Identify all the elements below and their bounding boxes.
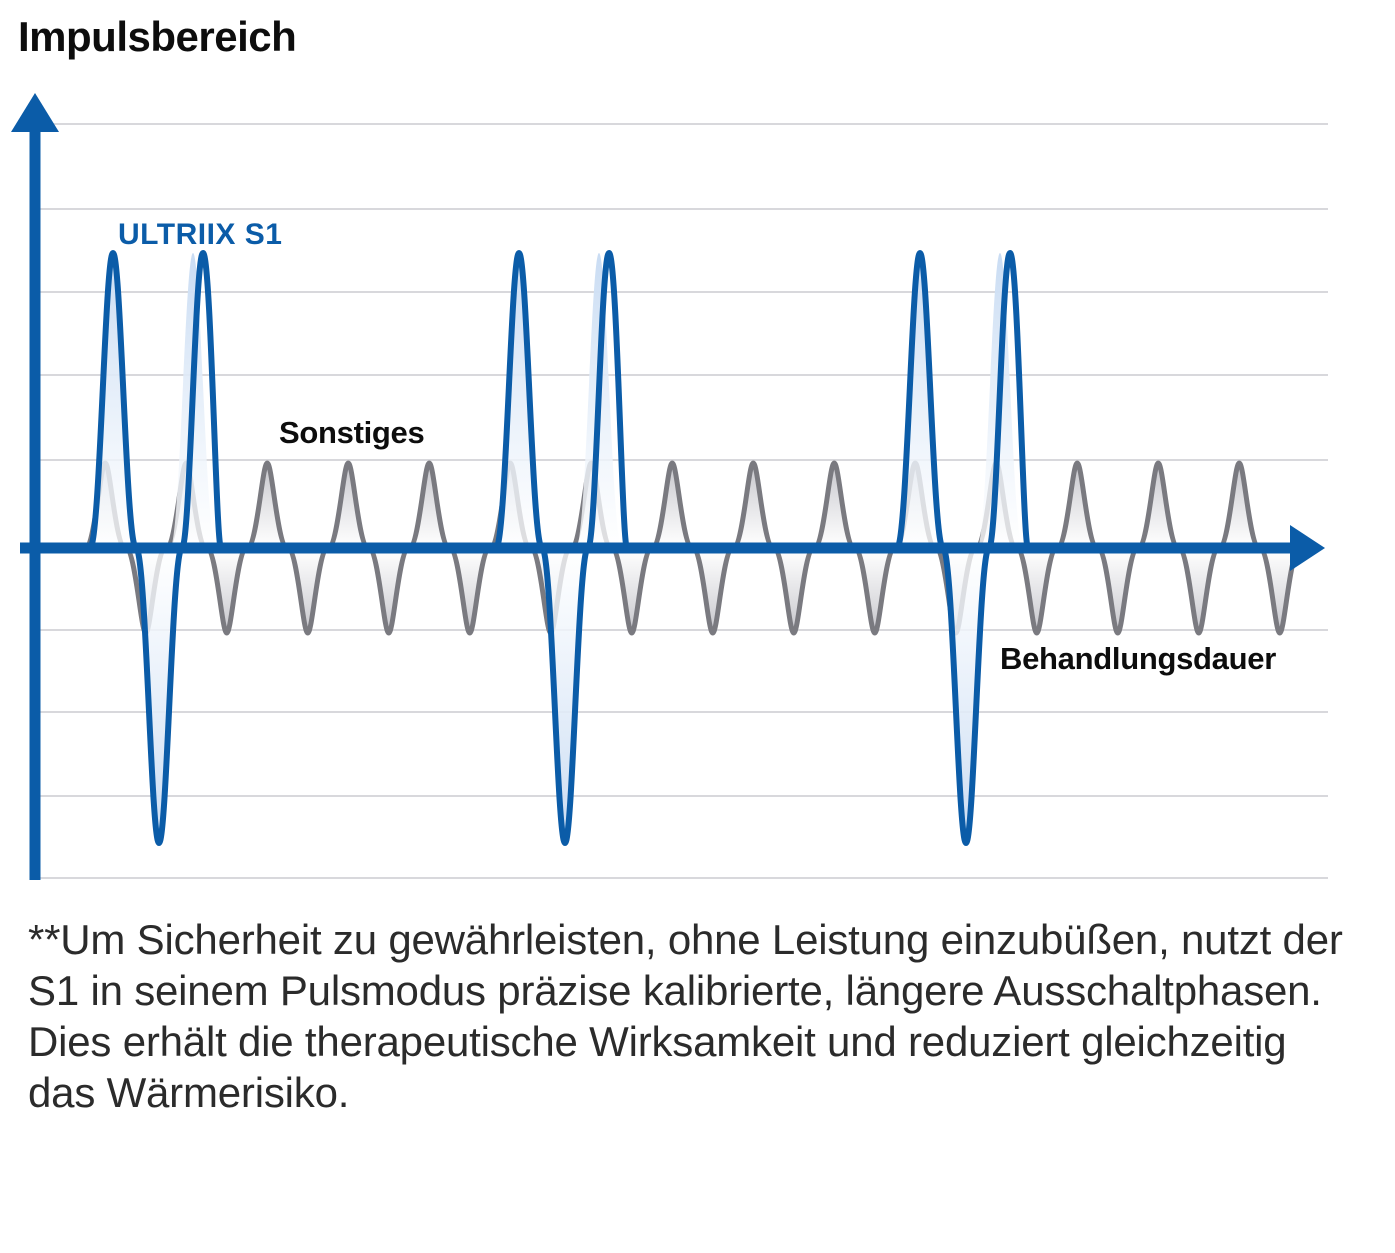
series-label-sonstiges: Sonstiges (279, 415, 425, 450)
page-title: Impulsbereich (18, 13, 297, 60)
x-axis-arrowhead (1290, 525, 1325, 571)
pulse-waveform-chart (0, 90, 1395, 900)
blue-burst-3-fill-neg (943, 548, 989, 843)
blue-burst-3-stroke (894, 250, 1031, 846)
series-ultriix-s1-wave (87, 250, 1031, 846)
x-axis-label: Behandlungsdauer (1000, 641, 1276, 676)
blue-burst-3-fill-pos (897, 253, 1023, 548)
blue-burst-2-stroke (493, 250, 630, 846)
blue-burst-2-fill-neg (542, 548, 588, 843)
blue-burst-1-fill-neg (136, 548, 182, 843)
footnote-caption: **Um Sicherheit zu gewährleisten, ohne L… (28, 916, 1343, 1116)
blue-burst-1-stroke (87, 250, 224, 846)
series-label-ultriix-s1: ULTRIIX S1 (118, 218, 283, 251)
axes (11, 93, 1325, 880)
grey-wave-fill-neg (125, 548, 1300, 633)
blue-burst-1-fill-pos (90, 253, 216, 548)
blue-burst-2-fill-pos (496, 253, 622, 548)
gridlines (35, 123, 1328, 879)
chart-svg (11, 93, 1328, 880)
y-axis-arrowhead (11, 93, 59, 132)
grey-wave-fill (85, 463, 1260, 548)
